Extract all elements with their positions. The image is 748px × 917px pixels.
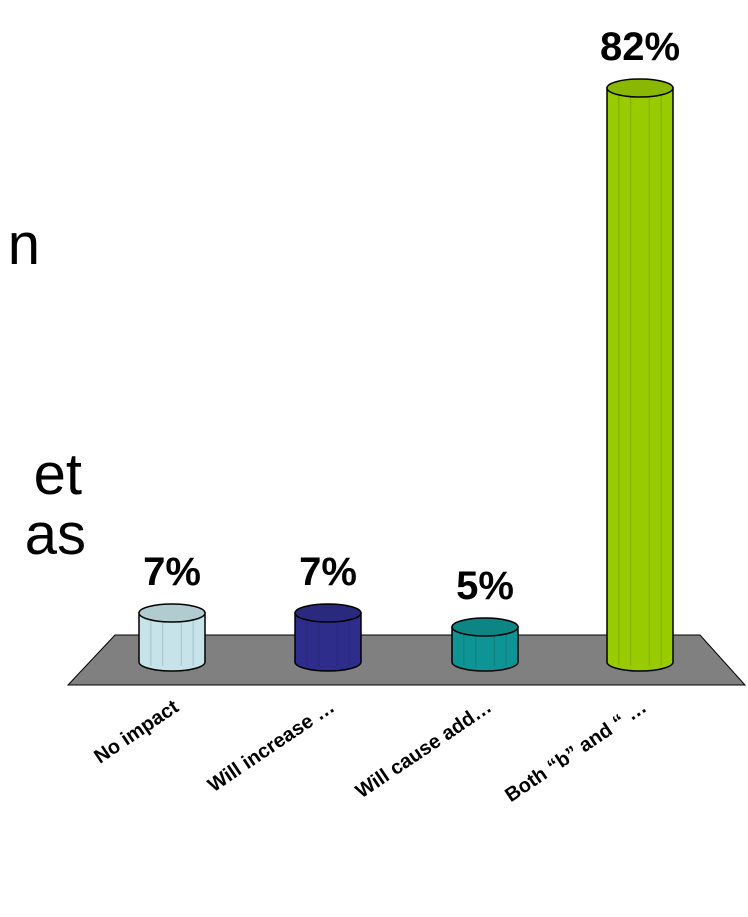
slide-text-fragment: as: [24, 502, 86, 567]
bar: [451, 617, 519, 672]
tick-labels-group: No impact Will increase … Will cause add… B…: [90, 696, 650, 807]
bar: [294, 603, 362, 672]
data-labels-group: 7% 7% 5% 82%: [143, 25, 680, 608]
data-label: 82%: [600, 25, 680, 69]
slide-text-fragment: n: [7, 212, 40, 277]
slide-text-fragment: et: [33, 442, 82, 507]
chart-floor: [66, 634, 747, 686]
data-label: 7%: [143, 550, 201, 594]
bar: [606, 78, 674, 672]
data-label: 7%: [299, 550, 357, 594]
tick-label: Both “b” and “ …: [501, 696, 651, 807]
tick-label: Will increase …: [204, 696, 339, 797]
bar: [138, 603, 206, 672]
data-label: 5%: [456, 564, 514, 608]
tick-label: No impact: [90, 696, 183, 768]
bars-group: [138, 78, 674, 672]
tick-label: Will cause add…: [352, 696, 496, 803]
